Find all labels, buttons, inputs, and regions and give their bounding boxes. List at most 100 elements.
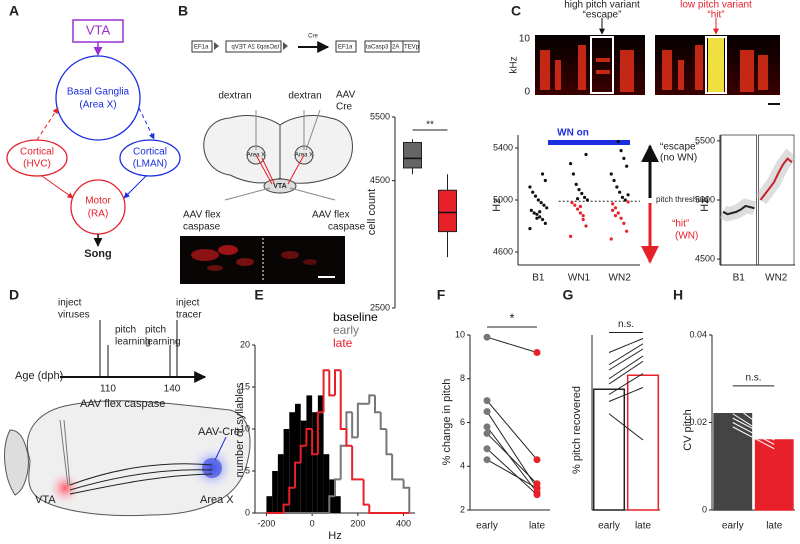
node-label: (Area X) (79, 100, 116, 111)
y-tick-label: 2500 (370, 302, 390, 312)
point (570, 201, 574, 205)
point (611, 208, 615, 212)
histogram-step (385, 429, 393, 456)
injection-needles (255, 109, 321, 151)
point (483, 423, 491, 431)
y-tick-label: 8 (460, 373, 465, 383)
x-axis-title: Hz (328, 530, 341, 542)
point (620, 195, 625, 199)
legend-entry: early (333, 323, 359, 337)
individual-line (608, 348, 644, 371)
x-tick-label: -200 (257, 518, 275, 528)
bar (626, 374, 660, 511)
node-label: Motor (85, 196, 111, 207)
legend-entry: late (333, 336, 353, 350)
b-label: AAV (336, 90, 356, 101)
histogram-step (288, 486, 295, 505)
histogram-bar (266, 496, 273, 513)
c-label: (no WN) (660, 153, 697, 164)
area-label: VTA (273, 183, 286, 190)
point (581, 217, 585, 222)
individual-line (608, 343, 644, 366)
histogram-step (322, 369, 330, 413)
panel-label: F (437, 287, 446, 303)
point (538, 215, 542, 219)
histogram-step (328, 370, 335, 397)
y-axis-title: Hz (491, 198, 503, 211)
y-tick-label: 20 (240, 339, 250, 349)
histogram-step (402, 479, 411, 513)
pair-line (486, 400, 538, 461)
vta-glow (49, 472, 81, 504)
panel-labels: A B C D E F G H (9, 3, 683, 303)
panel-b-diagram: EF1a taCasp3 2A TEVp Cre EF1a taCasp3 2A… (180, 34, 420, 284)
box (438, 189, 457, 233)
c-label: pitch threshold (656, 195, 708, 204)
individual-line (608, 360, 644, 385)
point (542, 203, 546, 207)
point (529, 208, 533, 212)
c-label: (WN) (675, 231, 698, 242)
y-tick-label: 4500 (695, 253, 715, 263)
column-frame (720, 134, 757, 266)
histogram-step (328, 495, 335, 513)
point (533, 194, 538, 198)
individual-line (608, 355, 644, 380)
point (543, 178, 547, 183)
histogram-step (368, 504, 375, 514)
area-x-shape (202, 458, 222, 478)
histogram-step (351, 445, 358, 481)
x-tick-label: B1 (532, 273, 545, 284)
injection-needle (59, 419, 71, 487)
point (583, 195, 587, 199)
c-label: “hit” (707, 10, 724, 21)
point (535, 216, 539, 220)
histogram-bar (317, 395, 324, 513)
histology-signal (191, 245, 317, 271)
individual-line (732, 417, 775, 441)
node-label: (RA) (88, 209, 109, 220)
point (532, 211, 536, 215)
annotation: ** (426, 120, 434, 131)
point (531, 190, 535, 194)
d-label: learning (145, 337, 181, 348)
point (540, 217, 545, 222)
annotation: n.s. (618, 319, 634, 330)
mean-trace (722, 204, 755, 216)
arrow (41, 175, 74, 199)
point (625, 164, 629, 168)
d-label: learning (115, 337, 151, 348)
histogram-step (391, 454, 398, 481)
node-label: (HVC) (23, 159, 51, 170)
histogram-step (316, 411, 324, 455)
point (543, 221, 547, 225)
point (616, 211, 620, 215)
b-label: Cre (336, 102, 353, 113)
pair-line (486, 336, 538, 353)
histogram-step (339, 370, 347, 430)
point (616, 139, 620, 144)
histogram-bar (272, 471, 278, 513)
point (540, 172, 545, 176)
point (613, 214, 618, 218)
projections (255, 154, 305, 185)
panel-label: B (178, 3, 188, 19)
histogram-bar (335, 496, 341, 513)
point (545, 206, 549, 210)
d-label: tracer (176, 310, 202, 321)
individual-line (732, 413, 775, 441)
point (619, 216, 623, 220)
individual-line (732, 391, 775, 432)
c-label: WN on (557, 128, 589, 139)
point (483, 429, 491, 437)
point (625, 229, 629, 233)
individual-line (608, 413, 644, 441)
point (569, 234, 573, 238)
point (578, 204, 583, 209)
panel-label: A (9, 3, 19, 19)
construct-text: taCasp3 2A TEVp (231, 45, 279, 51)
y-tick-label: 0.04 (689, 329, 707, 339)
spectrograms: high pitch variant “escape” low pitch va… (509, 0, 780, 264)
y-tick-label: 0 (702, 504, 707, 514)
